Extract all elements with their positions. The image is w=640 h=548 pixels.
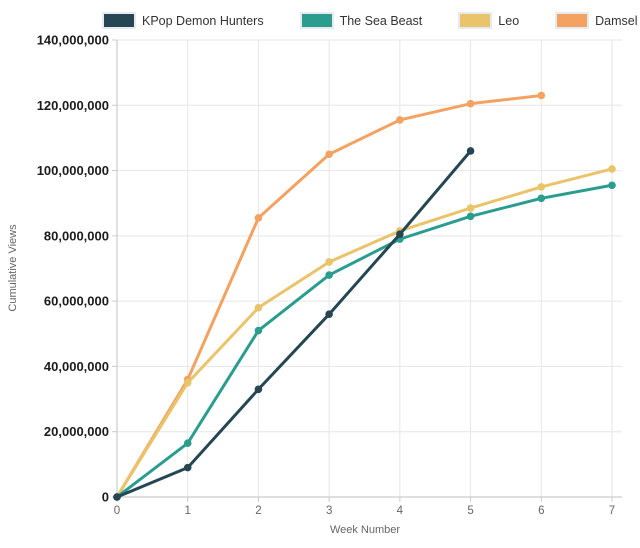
- data-point-kpop-demon-hunters-week-3: [325, 310, 333, 319]
- data-point-leo-week-6: [537, 183, 546, 191]
- data-point-kpop-demon-hunters-week-0: [113, 493, 121, 501]
- data-point-kpop-demon-hunters-week-2: [254, 385, 263, 394]
- legend-item-the-sea-beast[interactable]: The Sea Beast: [299, 12, 423, 29]
- data-point-kpop-demon-hunters-week-4: [396, 230, 404, 239]
- y-axis-tick-label: 0: [102, 490, 109, 505]
- series-line-the-sea-beast: [115, 183, 614, 499]
- data-point-the-sea-beast-week-1: [183, 439, 192, 447]
- legend-item-leo[interactable]: Leo: [458, 12, 519, 29]
- data-point-damsel-week-2: [254, 214, 263, 222]
- x-axis-tick-label: 2: [255, 505, 261, 517]
- x-axis-tick-label: 5: [467, 505, 473, 517]
- y-axis-tick-label: 140,000,000: [37, 33, 109, 48]
- series-layer: [113, 91, 616, 501]
- x-axis-title: Week Number: [330, 524, 400, 536]
- y-axis-tick-label: 100,000,000: [37, 163, 109, 178]
- legend-label-the-sea-beast: The Sea Beast: [339, 13, 423, 28]
- x-axis-tick-label: 7: [609, 505, 615, 517]
- y-axis-title: Cumulative Views: [7, 224, 19, 312]
- data-point-leo-week-5: [466, 204, 475, 212]
- legend-label-kpop-demon-hunters: KPop Demon Hunters: [142, 13, 264, 28]
- series-kpop-demon-hunters: [113, 147, 475, 501]
- data-point-leo-week-7: [608, 165, 616, 173]
- y-axis-tick-label: 40,000,000: [44, 359, 109, 374]
- data-point-leo-week-3: [325, 258, 333, 266]
- data-point-kpop-demon-hunters-week-5: [466, 147, 475, 155]
- tick-label-layer: 0 20,000,000 40,000,000 60,000,000 80,000,00…: [37, 33, 616, 518]
- data-point-the-sea-beast-week-6: [537, 194, 546, 203]
- y-axis-tick-label: 60,000,000: [44, 294, 109, 309]
- x-axis-tick-label: 6: [538, 505, 544, 517]
- legend-swatch-the-sea-beast: [299, 12, 334, 29]
- data-point-leo-week-1: [183, 378, 192, 387]
- data-point-the-sea-beast-week-3: [325, 271, 333, 279]
- data-point-kpop-demon-hunters-week-1: [183, 463, 192, 472]
- y-axis-tick-label: 120,000,000: [37, 98, 109, 113]
- legend-label-leo: Leo: [498, 13, 520, 28]
- x-axis-tick-label: 1: [185, 505, 191, 517]
- legend-swatch-damsel: [555, 12, 590, 29]
- chart-legend: KPop Demon Hunters The Sea Beast Leo Damsel: [102, 12, 638, 29]
- data-point-leo-week-2: [254, 303, 263, 312]
- x-axis-tick-label: 0: [114, 505, 120, 517]
- legend-item-damsel[interactable]: Damsel: [555, 12, 638, 29]
- x-axis-tick-label: 4: [397, 505, 404, 517]
- legend-label-damsel: Damsel: [595, 13, 638, 28]
- x-axis-tick-label: 3: [326, 505, 332, 517]
- data-point-damsel-week-3: [325, 150, 333, 159]
- legend-swatch-leo: [458, 12, 493, 29]
- series-the-sea-beast: [113, 181, 616, 501]
- axis-layer: [112, 39, 622, 502]
- data-point-damsel-week-4: [396, 116, 404, 124]
- data-point-the-sea-beast-week-7: [608, 181, 616, 190]
- data-point-damsel-week-6: [537, 91, 546, 100]
- series-leo: [113, 165, 616, 501]
- data-point-the-sea-beast-week-2: [254, 326, 263, 335]
- y-axis-tick-label: 80,000,000: [44, 228, 109, 243]
- series-line-kpop-demon-hunters: [115, 149, 473, 499]
- y-axis-tick-label: 20,000,000: [44, 424, 109, 439]
- legend-swatch-kpop-demon-hunters: [102, 12, 136, 29]
- data-point-the-sea-beast-week-5: [466, 212, 475, 221]
- legend-item-kpop-demon-hunters[interactable]: KPop Demon Hunters: [102, 12, 264, 29]
- series-line-leo: [115, 167, 614, 499]
- data-point-damsel-week-5: [466, 99, 475, 108]
